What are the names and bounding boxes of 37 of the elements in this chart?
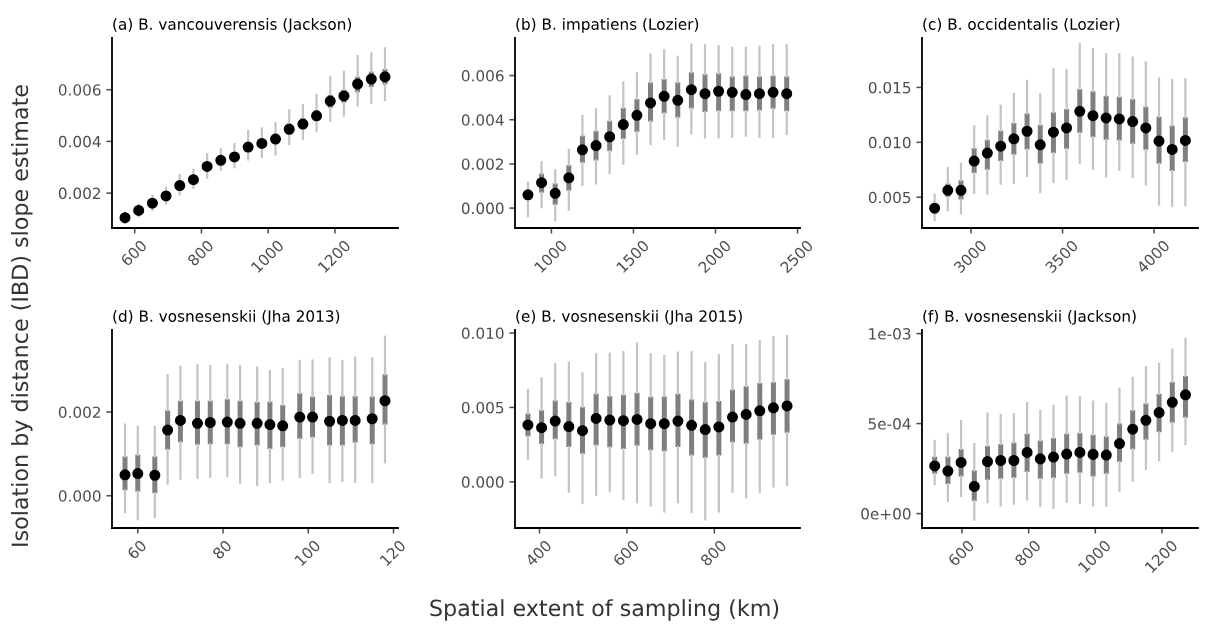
y-axis-title: Isolation by distance (IBD) slope estimate	[11, 85, 33, 546]
y-tick-label: 0.006	[58, 84, 101, 96]
x-tick-label: 400	[524, 539, 553, 567]
y-tick-label: 0.004	[461, 114, 504, 126]
y-tick-label: 0.000	[461, 476, 504, 488]
chart-title: (a) B. vancouverensis (Jackson)	[113, 18, 352, 33]
y-tick-label: 0.002	[58, 406, 101, 419]
y-tick-label: 0.000	[58, 490, 101, 502]
y-tick-label: 0.004	[58, 135, 101, 148]
chart-title: (f) B. vosnesenskii (Jackson)	[923, 310, 1136, 325]
x-tick-label: 120	[379, 539, 407, 567]
x-tick-label: 800	[699, 539, 728, 567]
x-tick-label: 600	[612, 539, 640, 567]
y-tick-label: 0e+00	[861, 508, 911, 520]
y-tick-label: 0.000	[461, 202, 504, 215]
x-tick-label: 80	[211, 539, 233, 560]
y-tick-label: 0.010	[461, 327, 504, 339]
x-tick-label: 600	[947, 539, 975, 567]
chart-title: (c) B. occidentalis (Lozier)	[923, 18, 1120, 32]
y-tick-label: 0.006	[461, 70, 504, 82]
y-tick-label: 0.005	[461, 401, 504, 414]
chart-title: (d) B. vosnesenskii (Jha 2013)	[113, 310, 340, 325]
chart-title: (b) B. impatiens (Lozier)	[516, 18, 699, 33]
x-tick-label: 600	[120, 239, 148, 267]
y-tick-label: 0.015	[868, 81, 911, 94]
chart-title: (e) B. vosnesenskii (Jha 2015)	[516, 310, 742, 325]
x-tick-label: 100	[294, 539, 322, 567]
x-tick-label: 800	[1014, 539, 1042, 567]
y-tick-label: 5e-04	[868, 418, 911, 430]
x-tick-label: 60	[126, 539, 148, 560]
x-axis-title: Spatial extent of sampling (km)	[430, 599, 779, 621]
y-tick-label: 0.010	[868, 136, 911, 149]
y-tick-label: 0.005	[868, 191, 911, 204]
y-tick-label: 1e-03	[869, 328, 911, 340]
y-tick-label: 0.002	[461, 158, 504, 170]
x-tick-label: 800	[186, 239, 215, 267]
y-tick-label: 0.002	[58, 187, 101, 200]
